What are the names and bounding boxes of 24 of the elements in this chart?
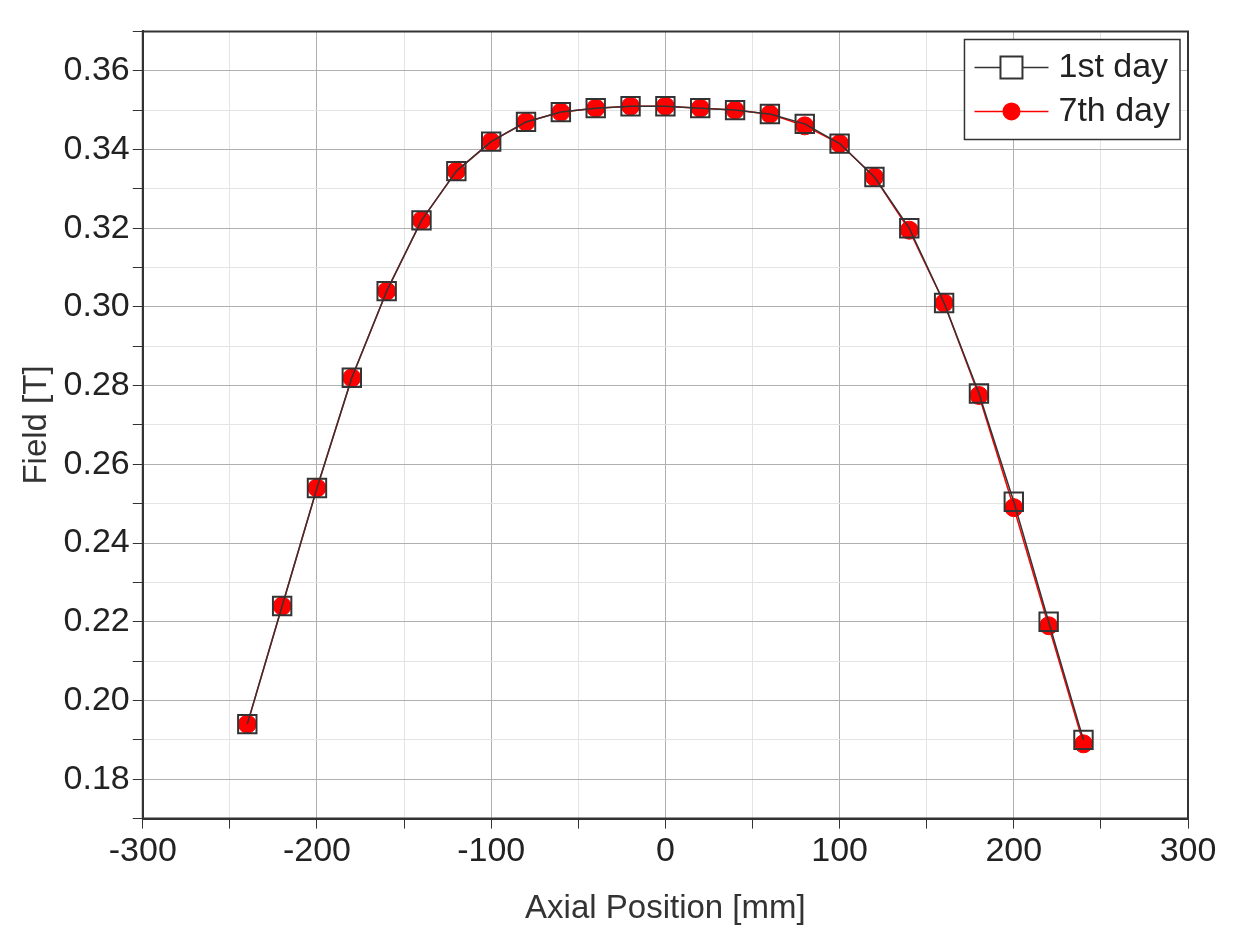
y-tick-label: 0.26 bbox=[63, 442, 130, 481]
y-tick-label: 0.24 bbox=[63, 521, 130, 560]
y-tick-label: 0.32 bbox=[63, 206, 130, 245]
x-tick-label: 300 bbox=[1159, 830, 1217, 869]
legend-label: 7th day bbox=[1058, 89, 1170, 128]
y-tick-label: 0.28 bbox=[63, 364, 130, 403]
y-tick-label: 0.34 bbox=[63, 127, 130, 166]
legend-label: 1st day bbox=[1058, 45, 1169, 84]
x-tick-label: -200 bbox=[282, 830, 352, 869]
point bbox=[1038, 611, 1059, 632]
x-tick-label: 200 bbox=[985, 830, 1043, 869]
y-tick-label: 0.22 bbox=[63, 600, 130, 639]
x-tick-label: -300 bbox=[108, 830, 177, 869]
point bbox=[1073, 729, 1094, 751]
x-tick-label: 100 bbox=[811, 830, 868, 869]
y-tick-label: 0.36 bbox=[63, 49, 130, 88]
y-tick-label: 0.18 bbox=[63, 757, 130, 796]
x-tick-label: -100 bbox=[457, 830, 526, 869]
x-axis-title: Axial Position [mm] bbox=[525, 888, 806, 926]
x-tick-label: 0 bbox=[655, 830, 675, 869]
text: 0.30 bbox=[63, 285, 130, 324]
y-axis-title: Field [T] bbox=[15, 365, 53, 485]
text: 0.20 bbox=[63, 678, 130, 717]
point bbox=[1003, 491, 1024, 512]
